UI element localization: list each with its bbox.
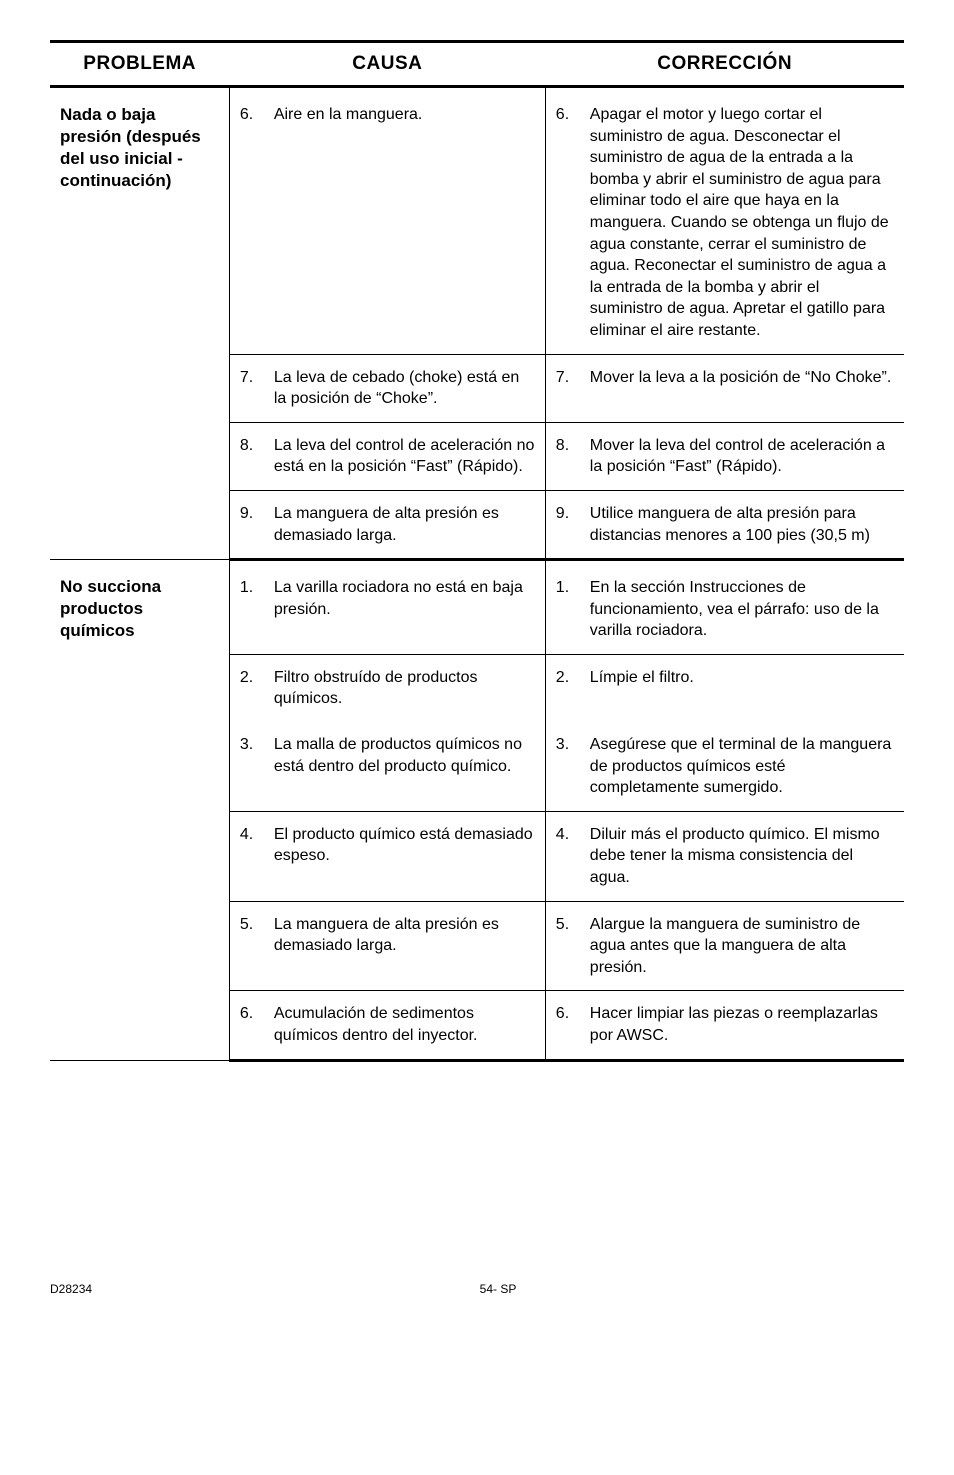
page-footer: D28234 54- SP (50, 1282, 904, 1296)
footer-left: D28234 (50, 1282, 92, 1296)
header-problema: PROBLEMA (50, 42, 229, 87)
causa-cell: 5. La manguera de alta presión es demasia… (229, 901, 545, 991)
causa-num: 6. (240, 1003, 260, 1046)
correccion-text: En la sección Instrucciones de funcionam… (590, 577, 894, 642)
causa-num: 9. (240, 503, 260, 546)
table-header-row: PROBLEMA CAUSA CORRECCIÓN (50, 42, 904, 87)
causa-text: La malla de productos químicos no está d… (274, 734, 535, 777)
correccion-text: Mover la leva a la posición de “No Choke… (590, 367, 894, 389)
causa-cell: 3. La malla de productos químicos no está… (229, 722, 545, 811)
correccion-cell: 3.Asegúrese que el terminal de la mangue… (545, 722, 904, 811)
causa-text: La manguera de alta presión es demasiado… (274, 914, 535, 957)
causa-cell: 7. La leva de cebado (choke) está en la p… (229, 354, 545, 422)
problema-cell: No succiona productos químicos (50, 560, 229, 1061)
causa-num: 6. (240, 104, 260, 126)
correccion-num: 2. (556, 667, 576, 689)
correccion-text: Diluir más el producto químico. El mismo… (590, 824, 894, 889)
correccion-num: 5. (556, 914, 576, 979)
troubleshooting-table: PROBLEMA CAUSA CORRECCIÓN Nada o baja pr… (50, 40, 904, 1062)
causa-text: La manguera de alta presión es demasiado… (274, 503, 535, 546)
causa-num: 3. (240, 734, 260, 777)
causa-text: Aire en la manguera. (274, 104, 535, 126)
correccion-num: 7. (556, 367, 576, 389)
correccion-text: Utilice manguera de alta presión para di… (590, 503, 894, 546)
header-correccion: CORRECCIÓN (545, 42, 904, 87)
correccion-cell: 1.En la sección Instrucciones de funcion… (545, 560, 904, 655)
causa-cell: 9. La manguera de alta presión es demasia… (229, 490, 545, 559)
correccion-num: 8. (556, 435, 576, 478)
causa-num: 1. (240, 577, 260, 620)
causa-text: Filtro obstruído de productos químicos. (274, 667, 535, 710)
correccion-text: Alargue la manguera de suministro de agu… (590, 914, 894, 979)
causa-text: La leva del control de aceleración no es… (274, 435, 535, 478)
correccion-num: 3. (556, 734, 576, 799)
causa-cell: 1. La varilla rociadora no está en baja p… (229, 560, 545, 655)
causa-text: El producto químico está demasiado espes… (274, 824, 535, 867)
header-causa: CAUSA (229, 42, 545, 87)
causa-cell: 8. La leva del control de aceleración no … (229, 422, 545, 490)
correccion-text: Apagar el motor y luego cortar el sumini… (590, 104, 894, 342)
correccion-num: 9. (556, 503, 576, 546)
correccion-cell: 7. Mover la leva a la posición de “No Cho… (545, 354, 904, 422)
causa-text: La varilla rociadora no está en baja pre… (274, 577, 535, 620)
correccion-text: Asegúrese que el terminal de la manguera… (590, 734, 894, 799)
causa-cell: 6. Acumulación de sedimentos químicos den… (229, 991, 545, 1060)
correccion-cell: 2. Límpie el filtro. (545, 654, 904, 722)
correccion-num: 6. (556, 104, 576, 342)
correccion-num: 6. (556, 1003, 576, 1046)
correccion-cell: 5.Alargue la manguera de suministro de a… (545, 901, 904, 991)
causa-cell: 2. Filtro obstruído de productos químicos… (229, 654, 545, 722)
table-row: Nada o baja presión (después del uso ini… (50, 87, 904, 355)
causa-num: 2. (240, 667, 260, 710)
causa-num: 5. (240, 914, 260, 957)
causa-cell: 4. El producto químico está demasiado esp… (229, 811, 545, 901)
causa-num: 7. (240, 367, 260, 410)
correccion-text: Mover la leva del control de aceleración… (590, 435, 894, 478)
correccion-cell: 6. Hacer limpiar las piezas o reemplazarl… (545, 991, 904, 1060)
correccion-cell: 8. Mover la leva del control de aceleraci… (545, 422, 904, 490)
causa-cell: 6. Aire en la manguera. (229, 87, 545, 355)
causa-text: La leva de cebado (choke) está en la pos… (274, 367, 535, 410)
table-row: No succiona productos químicos1.La varil… (50, 560, 904, 655)
footer-center: 54- SP (480, 1282, 517, 1296)
causa-num: 8. (240, 435, 260, 478)
correccion-cell: 4.Diluir más el producto químico. El mis… (545, 811, 904, 901)
correccion-num: 4. (556, 824, 576, 889)
causa-num: 4. (240, 824, 260, 867)
problema-cell: Nada o baja presión (después del uso ini… (50, 87, 229, 560)
correccion-cell: 6.Apagar el motor y luego cortar el sumi… (545, 87, 904, 355)
correccion-text: Límpie el filtro. (590, 667, 894, 689)
correccion-cell: 9. Utilice manguera de alta presión para … (545, 490, 904, 559)
correccion-num: 1. (556, 577, 576, 642)
causa-text: Acumulación de sedimentos químicos dentr… (274, 1003, 535, 1046)
correccion-text: Hacer limpiar las piezas o reemplazarlas… (590, 1003, 894, 1046)
